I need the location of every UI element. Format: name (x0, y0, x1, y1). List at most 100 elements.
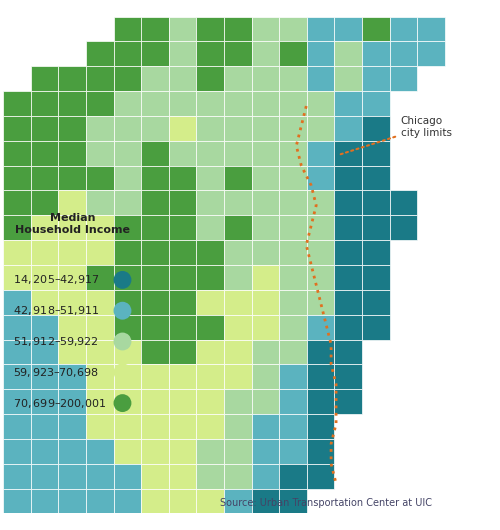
Bar (3, 464, 31, 489)
Bar (334, 141, 362, 166)
Text: $14,205 – $42,917: $14,205 – $42,917 (13, 273, 100, 286)
Bar (169, 340, 196, 364)
Bar (279, 315, 307, 340)
Bar (141, 464, 169, 489)
Bar (114, 141, 141, 166)
Bar (114, 91, 141, 116)
Bar (279, 16, 307, 41)
Bar (307, 464, 334, 489)
Bar (114, 166, 141, 190)
Bar (86, 66, 114, 91)
Bar (114, 116, 141, 141)
Bar (114, 464, 141, 489)
Bar (196, 41, 224, 66)
Bar (334, 364, 362, 389)
Bar (362, 41, 390, 66)
Bar (114, 290, 141, 315)
Bar (141, 16, 169, 41)
Bar (224, 190, 252, 215)
Bar (252, 290, 279, 315)
Bar (334, 240, 362, 265)
Bar (31, 489, 58, 514)
Bar (3, 91, 31, 116)
Bar (141, 290, 169, 315)
Bar (279, 439, 307, 464)
Bar (58, 166, 86, 190)
Bar (86, 489, 114, 514)
Bar (224, 265, 252, 290)
Bar (3, 240, 31, 265)
Bar (390, 190, 417, 215)
Bar (224, 41, 252, 66)
Bar (334, 265, 362, 290)
Bar (279, 66, 307, 91)
Bar (307, 41, 334, 66)
Text: $42,918 – $51,911: $42,918 – $51,911 (13, 304, 100, 317)
Bar (114, 190, 141, 215)
Bar (196, 290, 224, 315)
Bar (3, 190, 31, 215)
Bar (86, 190, 114, 215)
Bar (3, 141, 31, 166)
Bar (252, 340, 279, 364)
Bar (141, 116, 169, 141)
Bar (224, 16, 252, 41)
Bar (31, 190, 58, 215)
Bar (279, 290, 307, 315)
Bar (3, 166, 31, 190)
Bar (334, 190, 362, 215)
Bar (86, 464, 114, 489)
Bar (307, 364, 334, 389)
Bar (114, 364, 141, 389)
Bar (307, 389, 334, 414)
Bar (252, 166, 279, 190)
Bar (114, 215, 141, 240)
Bar (362, 190, 390, 215)
Bar (169, 240, 196, 265)
Circle shape (114, 332, 132, 350)
Bar (86, 315, 114, 340)
Bar (141, 489, 169, 514)
Bar (114, 41, 141, 66)
Bar (141, 41, 169, 66)
Bar (279, 190, 307, 215)
Bar (58, 315, 86, 340)
Bar (86, 439, 114, 464)
Bar (252, 66, 279, 91)
Bar (279, 41, 307, 66)
Bar (86, 215, 114, 240)
Bar (307, 290, 334, 315)
Bar (114, 340, 141, 364)
Bar (334, 389, 362, 414)
Bar (196, 16, 224, 41)
Bar (3, 315, 31, 340)
Bar (58, 389, 86, 414)
Bar (169, 190, 196, 215)
Bar (169, 439, 196, 464)
Bar (390, 215, 417, 240)
Bar (58, 91, 86, 116)
Bar (252, 91, 279, 116)
Bar (307, 66, 334, 91)
Bar (362, 16, 390, 41)
Bar (362, 141, 390, 166)
Bar (31, 166, 58, 190)
Bar (279, 141, 307, 166)
Bar (307, 240, 334, 265)
Bar (279, 414, 307, 439)
Text: $59,923 – $70,698: $59,923 – $70,698 (13, 366, 99, 379)
Bar (141, 91, 169, 116)
Bar (114, 389, 141, 414)
Bar (307, 340, 334, 364)
Bar (252, 41, 279, 66)
Bar (334, 41, 362, 66)
Bar (169, 41, 196, 66)
Bar (362, 166, 390, 190)
Text: $51,912 – $59,922: $51,912 – $59,922 (13, 335, 99, 348)
Bar (224, 340, 252, 364)
Bar (362, 66, 390, 91)
Text: Source: Urban Transportation Center at UIC: Source: Urban Transportation Center at U… (220, 498, 432, 508)
Bar (58, 290, 86, 315)
Bar (334, 66, 362, 91)
Bar (114, 265, 141, 290)
